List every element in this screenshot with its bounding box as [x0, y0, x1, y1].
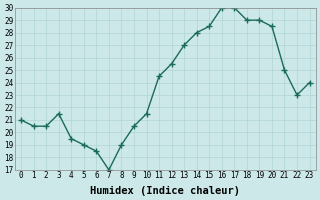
- X-axis label: Humidex (Indice chaleur): Humidex (Indice chaleur): [90, 186, 240, 196]
